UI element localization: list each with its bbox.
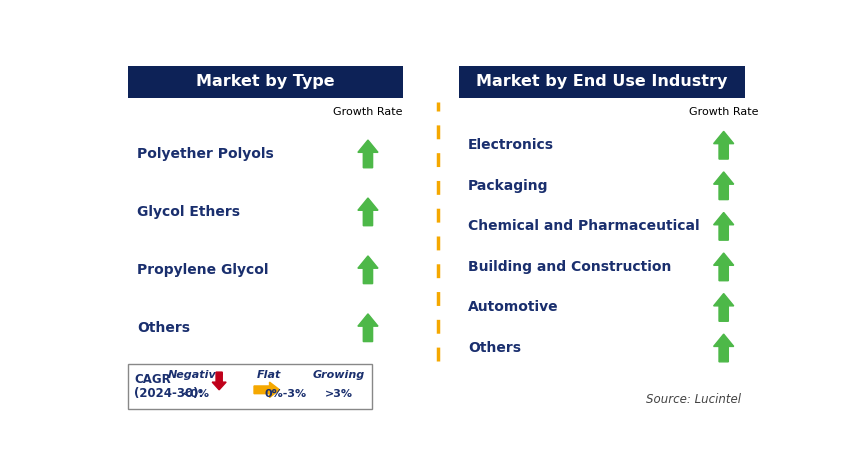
Text: Flat: Flat [257,370,281,380]
Text: Glycol Ethers: Glycol Ethers [137,205,240,219]
Text: Others: Others [468,341,521,355]
Text: Automotive: Automotive [468,300,559,314]
FancyArrow shape [714,212,734,240]
FancyArrow shape [358,140,378,168]
Text: >3%: >3% [325,389,353,399]
FancyArrow shape [714,294,734,321]
FancyArrow shape [358,256,378,284]
FancyBboxPatch shape [459,66,745,98]
Text: 0%-3%: 0%-3% [265,389,307,399]
FancyArrow shape [350,387,364,405]
FancyArrow shape [212,372,226,390]
FancyArrow shape [358,198,378,226]
Text: Growing: Growing [312,370,365,380]
Text: Source: Lucintel: Source: Lucintel [646,393,741,407]
FancyArrow shape [358,314,378,342]
Text: Propylene Glycol: Propylene Glycol [137,263,269,277]
Text: <0%: <0% [182,389,210,399]
FancyBboxPatch shape [128,66,403,98]
Text: Electronics: Electronics [468,138,554,152]
FancyArrow shape [254,382,280,398]
FancyArrow shape [714,172,734,200]
FancyArrow shape [714,334,734,362]
Text: Packaging: Packaging [468,179,549,193]
Text: Chemical and Pharmaceutical: Chemical and Pharmaceutical [468,219,700,233]
FancyArrow shape [714,131,734,159]
Text: Growth Rate: Growth Rate [333,107,403,117]
FancyBboxPatch shape [128,364,371,409]
Text: Market by Type: Market by Type [196,74,335,89]
Text: Market by End Use Industry: Market by End Use Industry [477,74,728,89]
Text: Growth Rate: Growth Rate [689,107,758,117]
Text: CAGR: CAGR [134,373,170,386]
Text: Building and Construction: Building and Construction [468,260,672,274]
Text: Others: Others [137,321,190,335]
FancyArrow shape [714,253,734,281]
Text: Negative: Negative [168,370,224,380]
Text: Polyether Polyols: Polyether Polyols [137,147,274,161]
Text: (2024-30):: (2024-30): [134,387,204,400]
